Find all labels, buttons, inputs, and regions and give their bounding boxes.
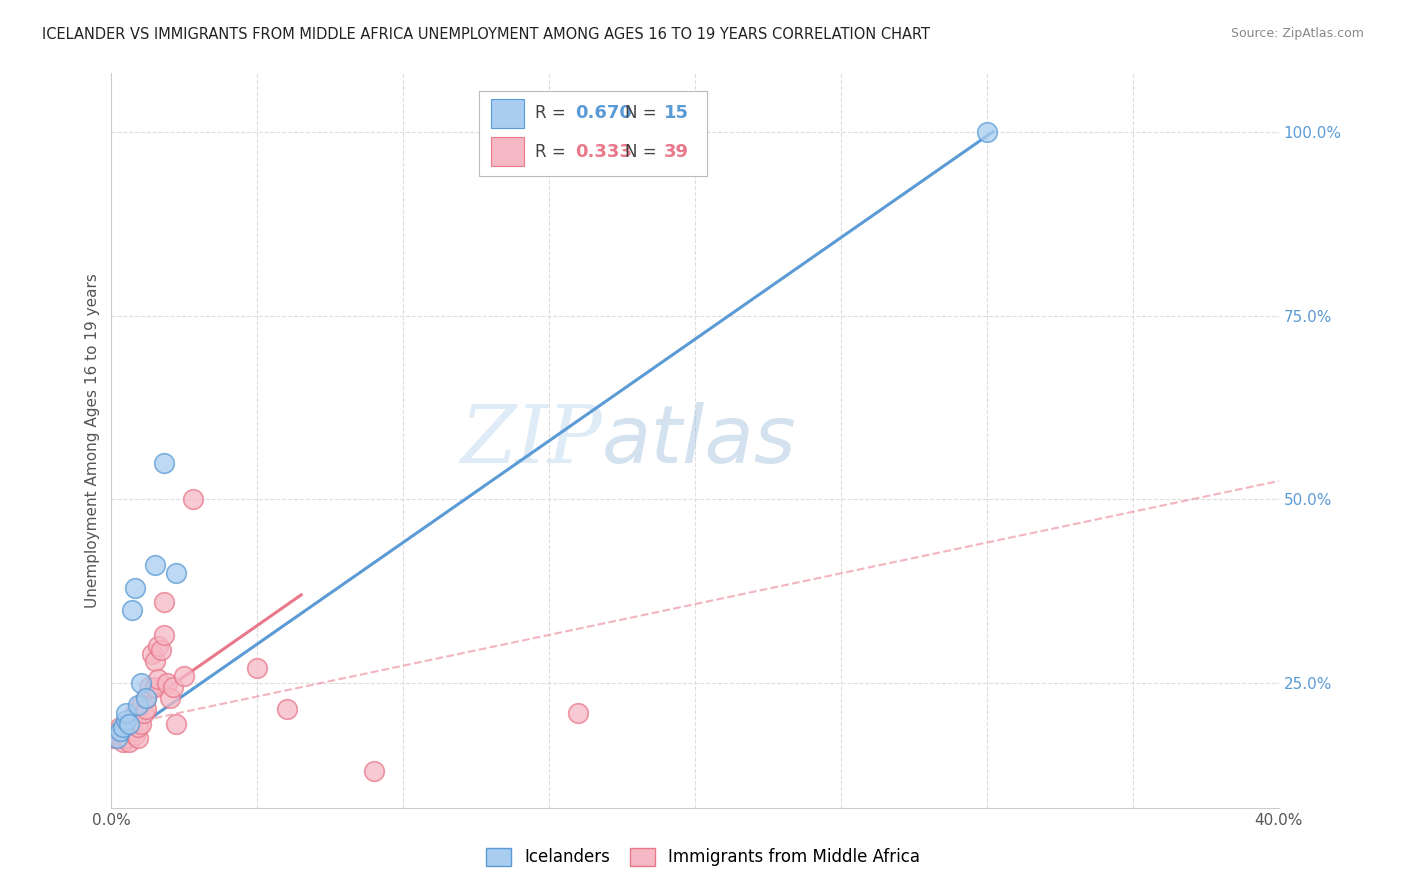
Point <box>121 723 143 738</box>
Point <box>112 723 135 738</box>
Point <box>103 731 125 746</box>
Point <box>115 713 138 727</box>
Point <box>124 581 146 595</box>
FancyBboxPatch shape <box>491 137 523 166</box>
Point <box>112 720 135 734</box>
Point <box>135 690 157 705</box>
Point <box>143 680 166 694</box>
Point <box>127 720 149 734</box>
Point <box>143 654 166 668</box>
Point <box>162 680 184 694</box>
Point <box>159 690 181 705</box>
Point <box>132 706 155 720</box>
Text: Source: ZipAtlas.com: Source: ZipAtlas.com <box>1230 27 1364 40</box>
Point <box>181 492 204 507</box>
Point <box>135 702 157 716</box>
Point <box>156 676 179 690</box>
Point <box>150 643 173 657</box>
Text: atlas: atlas <box>602 401 797 480</box>
FancyBboxPatch shape <box>491 99 523 128</box>
Text: ZIP: ZIP <box>460 401 602 479</box>
Text: R =: R = <box>536 143 571 161</box>
Point <box>135 690 157 705</box>
Point <box>108 731 131 746</box>
Point <box>363 764 385 779</box>
Point <box>146 640 169 654</box>
Text: 0.333: 0.333 <box>575 143 631 161</box>
Point <box>118 716 141 731</box>
Point <box>121 716 143 731</box>
Point <box>138 680 160 694</box>
Point <box>246 661 269 675</box>
Text: N =: N = <box>626 143 662 161</box>
Point <box>141 647 163 661</box>
Point <box>115 716 138 731</box>
Point <box>124 728 146 742</box>
Y-axis label: Unemployment Among Ages 16 to 19 years: Unemployment Among Ages 16 to 19 years <box>86 273 100 608</box>
Point <box>105 731 128 746</box>
Point <box>115 706 138 720</box>
Text: 39: 39 <box>664 143 689 161</box>
Point <box>127 731 149 746</box>
Point <box>165 566 187 580</box>
Point <box>129 698 152 713</box>
Text: N =: N = <box>626 104 662 122</box>
Point <box>121 602 143 616</box>
Point <box>276 702 298 716</box>
Point <box>129 716 152 731</box>
Point <box>124 706 146 720</box>
Point <box>165 716 187 731</box>
Text: R =: R = <box>536 104 571 122</box>
Text: ICELANDER VS IMMIGRANTS FROM MIDDLE AFRICA UNEMPLOYMENT AMONG AGES 16 TO 19 YEAR: ICELANDER VS IMMIGRANTS FROM MIDDLE AFRI… <box>42 27 931 42</box>
Point <box>108 723 131 738</box>
Text: 15: 15 <box>664 104 689 122</box>
Point <box>127 698 149 713</box>
Point <box>153 628 176 642</box>
Point <box>173 669 195 683</box>
Point <box>108 720 131 734</box>
Point <box>153 595 176 609</box>
Point <box>115 731 138 746</box>
FancyBboxPatch shape <box>479 91 707 176</box>
Point <box>567 706 589 720</box>
Point <box>112 735 135 749</box>
Legend: Icelanders, Immigrants from Middle Africa: Icelanders, Immigrants from Middle Afric… <box>479 841 927 873</box>
Point <box>118 735 141 749</box>
Point <box>105 728 128 742</box>
Point <box>976 125 998 139</box>
Point <box>146 673 169 687</box>
Point <box>143 558 166 573</box>
Point <box>129 676 152 690</box>
Text: 0.670: 0.670 <box>575 104 631 122</box>
Point <box>153 456 176 470</box>
